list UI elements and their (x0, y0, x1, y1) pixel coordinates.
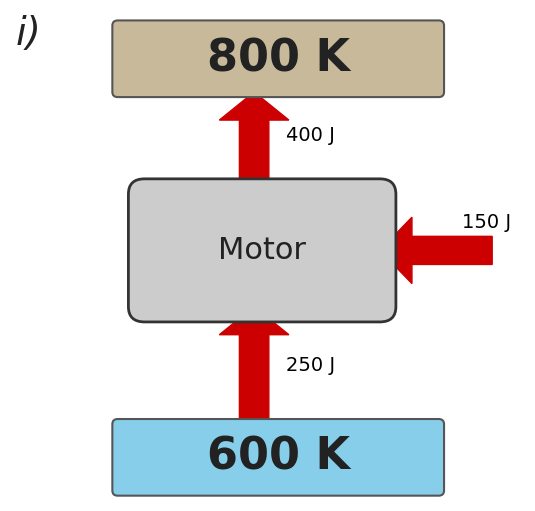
Text: 600 K: 600 K (207, 436, 350, 479)
Text: i): i) (16, 15, 42, 53)
Text: 250 J: 250 J (286, 356, 335, 375)
FancyArrow shape (219, 92, 289, 187)
FancyBboxPatch shape (112, 419, 444, 496)
Text: 400 J: 400 J (286, 126, 335, 145)
Text: Motor: Motor (218, 236, 306, 265)
FancyBboxPatch shape (112, 20, 444, 97)
FancyArrow shape (380, 217, 492, 284)
Text: 150 J: 150 J (462, 213, 511, 232)
Text: 800 K: 800 K (207, 37, 350, 80)
FancyArrow shape (219, 307, 289, 422)
FancyBboxPatch shape (128, 179, 396, 322)
